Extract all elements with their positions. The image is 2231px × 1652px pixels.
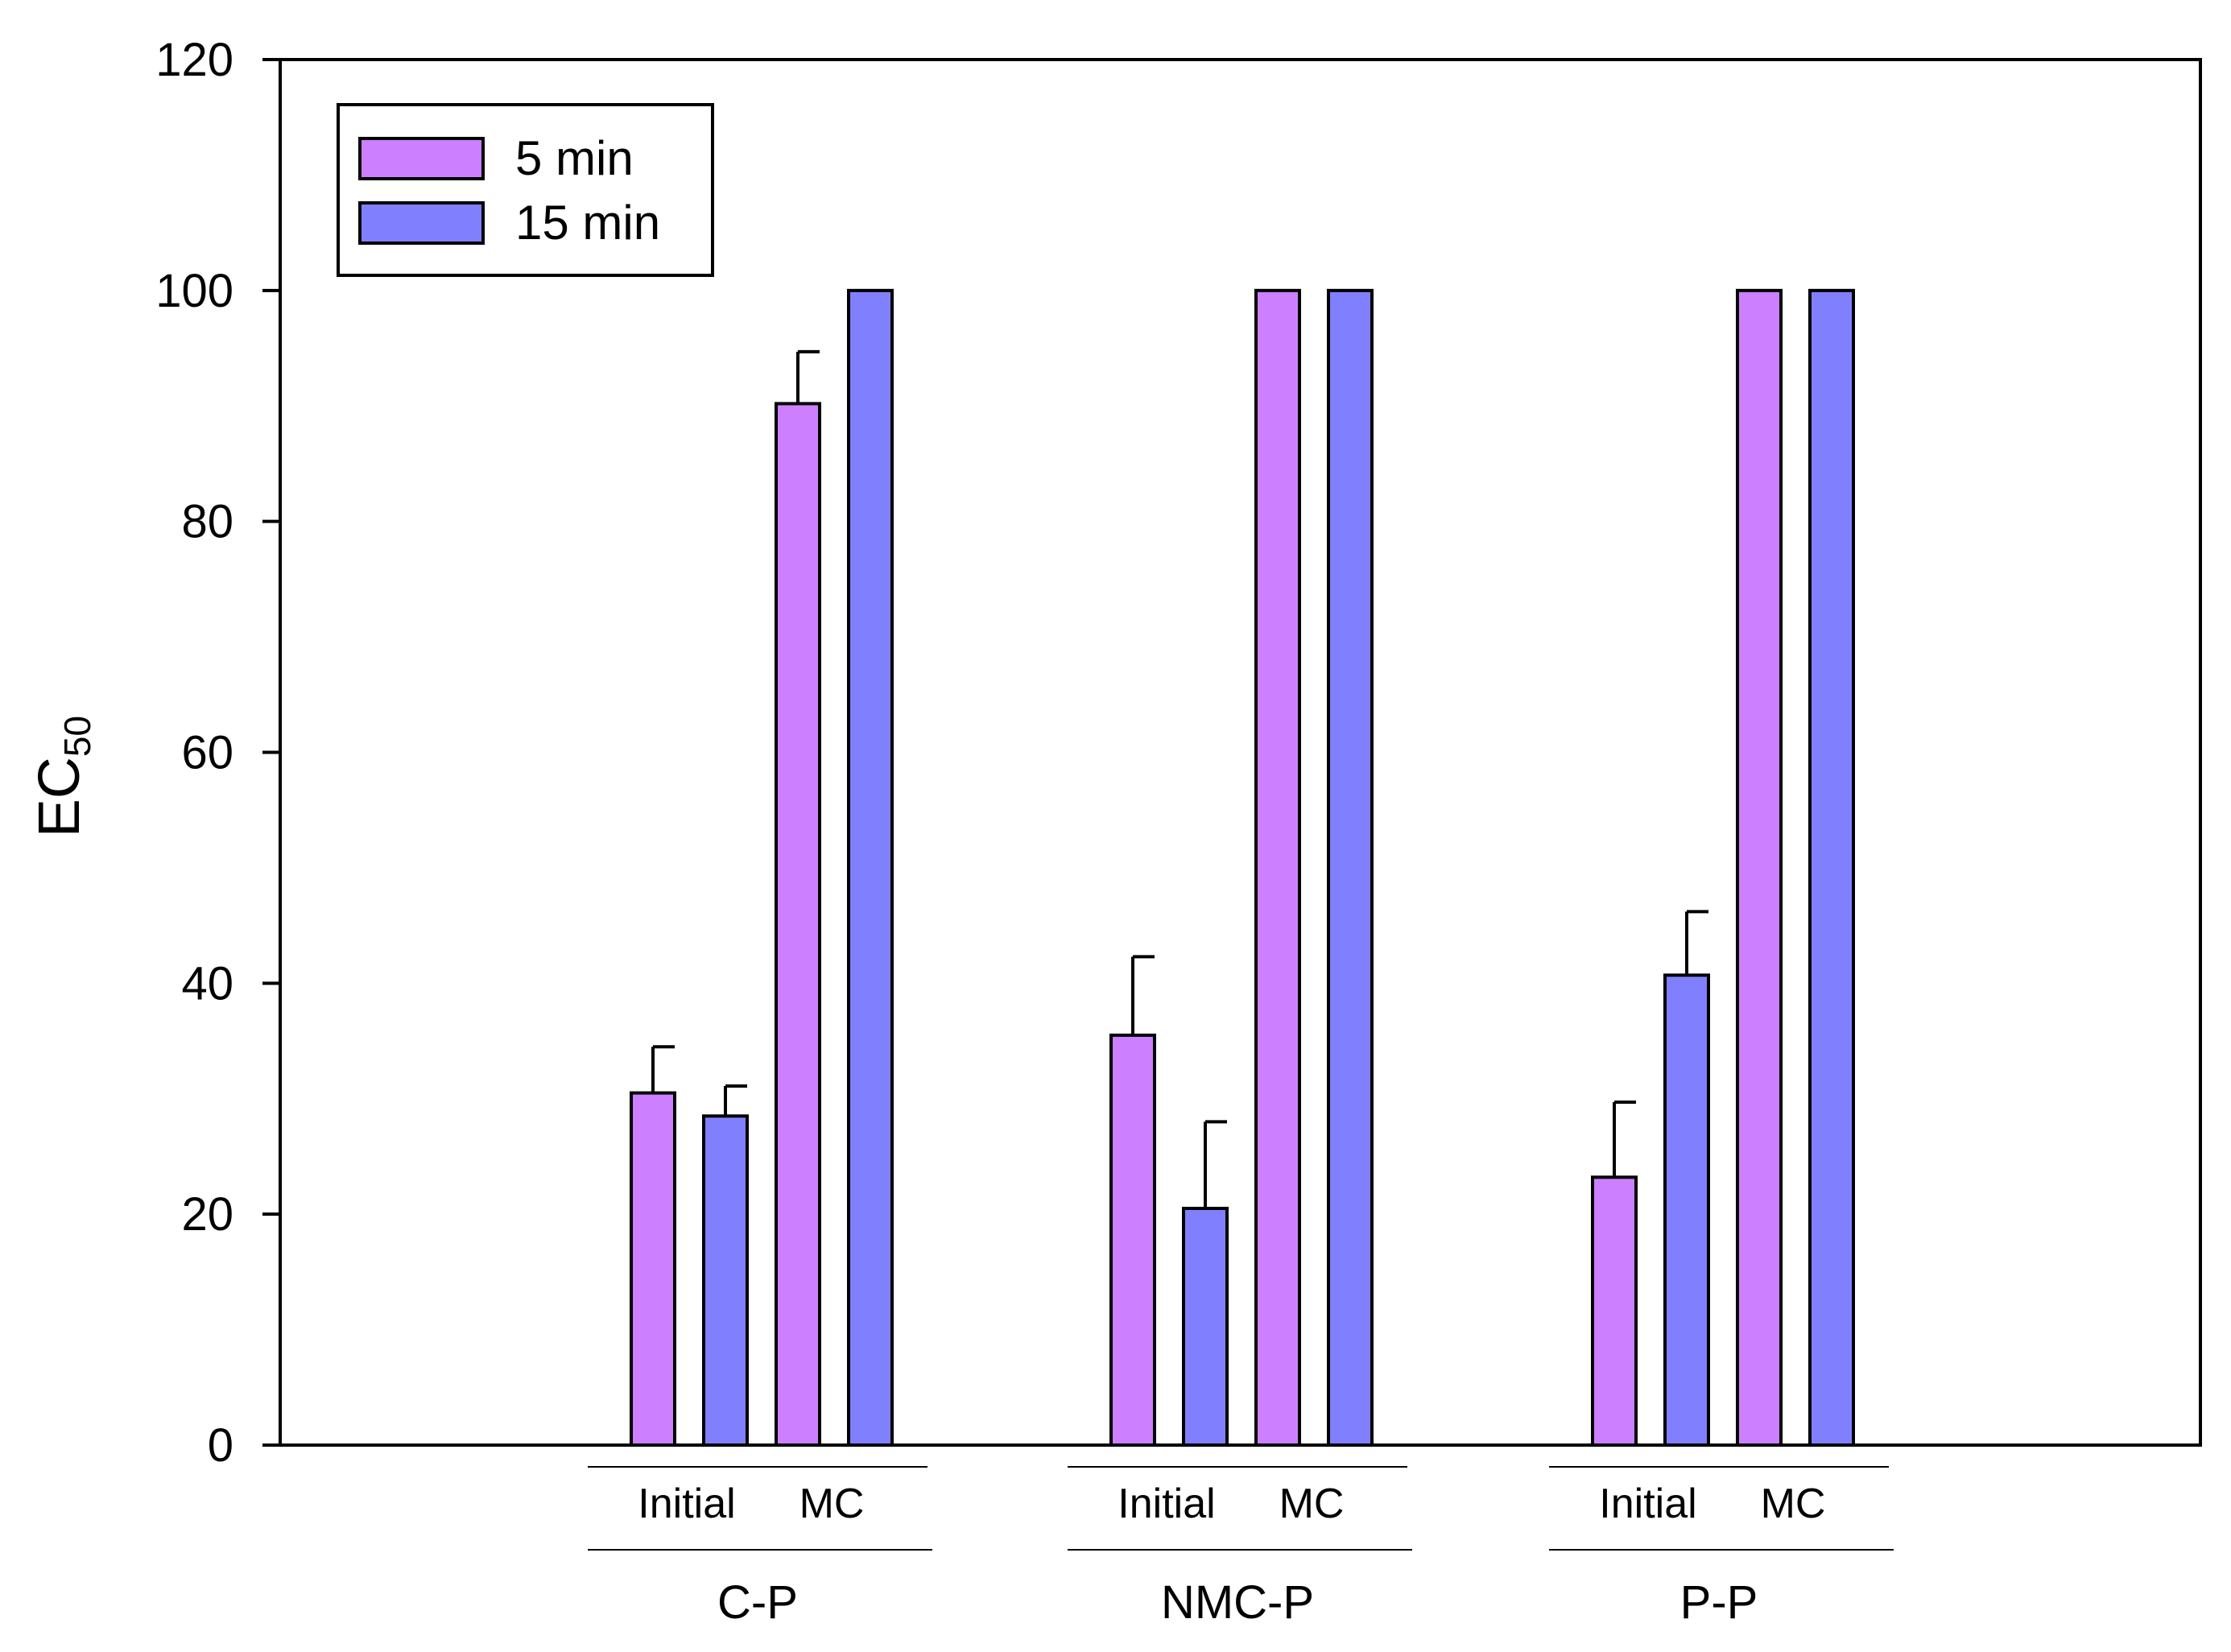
legend-label: 5 min xyxy=(515,131,634,185)
subgroup-label: MC xyxy=(1279,1481,1345,1527)
bar xyxy=(1254,288,1301,1447)
y-axis: 0 20 40 60 80 100 120 xyxy=(155,34,280,1472)
group-label: P-P xyxy=(1680,1576,1758,1629)
y-tick-label: 120 xyxy=(155,34,233,86)
subgroup-label: MC xyxy=(799,1481,865,1527)
bar xyxy=(847,288,894,1447)
y-tick-label: 60 xyxy=(181,727,233,779)
legend-swatch xyxy=(358,137,485,180)
y-axis-title: EC50 xyxy=(27,716,98,837)
group-label: NMC-P xyxy=(1161,1576,1314,1629)
bars-layer xyxy=(630,288,1855,1448)
bar xyxy=(1327,288,1374,1447)
bar xyxy=(1591,1175,1638,1447)
y-tick-label: 20 xyxy=(181,1188,233,1241)
subgroup-label: Initial xyxy=(638,1481,735,1527)
bar xyxy=(775,402,821,1447)
bar xyxy=(1109,1033,1156,1448)
bar xyxy=(1182,1206,1229,1448)
bar xyxy=(702,1114,749,1447)
bar xyxy=(1736,288,1783,1447)
y-axis-title-subscript: 50 xyxy=(56,716,98,757)
subgroup-label: Initial xyxy=(1118,1481,1215,1527)
legend-label: 15 min xyxy=(515,196,660,250)
y-tick-label: 40 xyxy=(181,957,233,1010)
bar xyxy=(1808,288,1855,1447)
bar xyxy=(630,1091,676,1448)
y-axis-title-main: EC xyxy=(27,757,92,837)
group-label: C-P xyxy=(717,1576,798,1629)
subgroup-label: MC xyxy=(1761,1481,1826,1527)
bar xyxy=(1663,973,1710,1447)
legend-box xyxy=(337,103,714,277)
y-tick-label: 100 xyxy=(155,265,233,317)
legend: 5 min 15 min xyxy=(337,103,714,277)
legend-swatch xyxy=(358,201,485,245)
y-tick-label: 0 xyxy=(208,1419,233,1472)
y-tick-label: 80 xyxy=(181,496,233,548)
error-bars-layer xyxy=(651,349,1708,1208)
subgroup-label: Initial xyxy=(1599,1481,1696,1527)
x-axis-labels: Initial MC C-P Initial MC NMC-P Initial MC P-P xyxy=(588,1466,1894,1629)
